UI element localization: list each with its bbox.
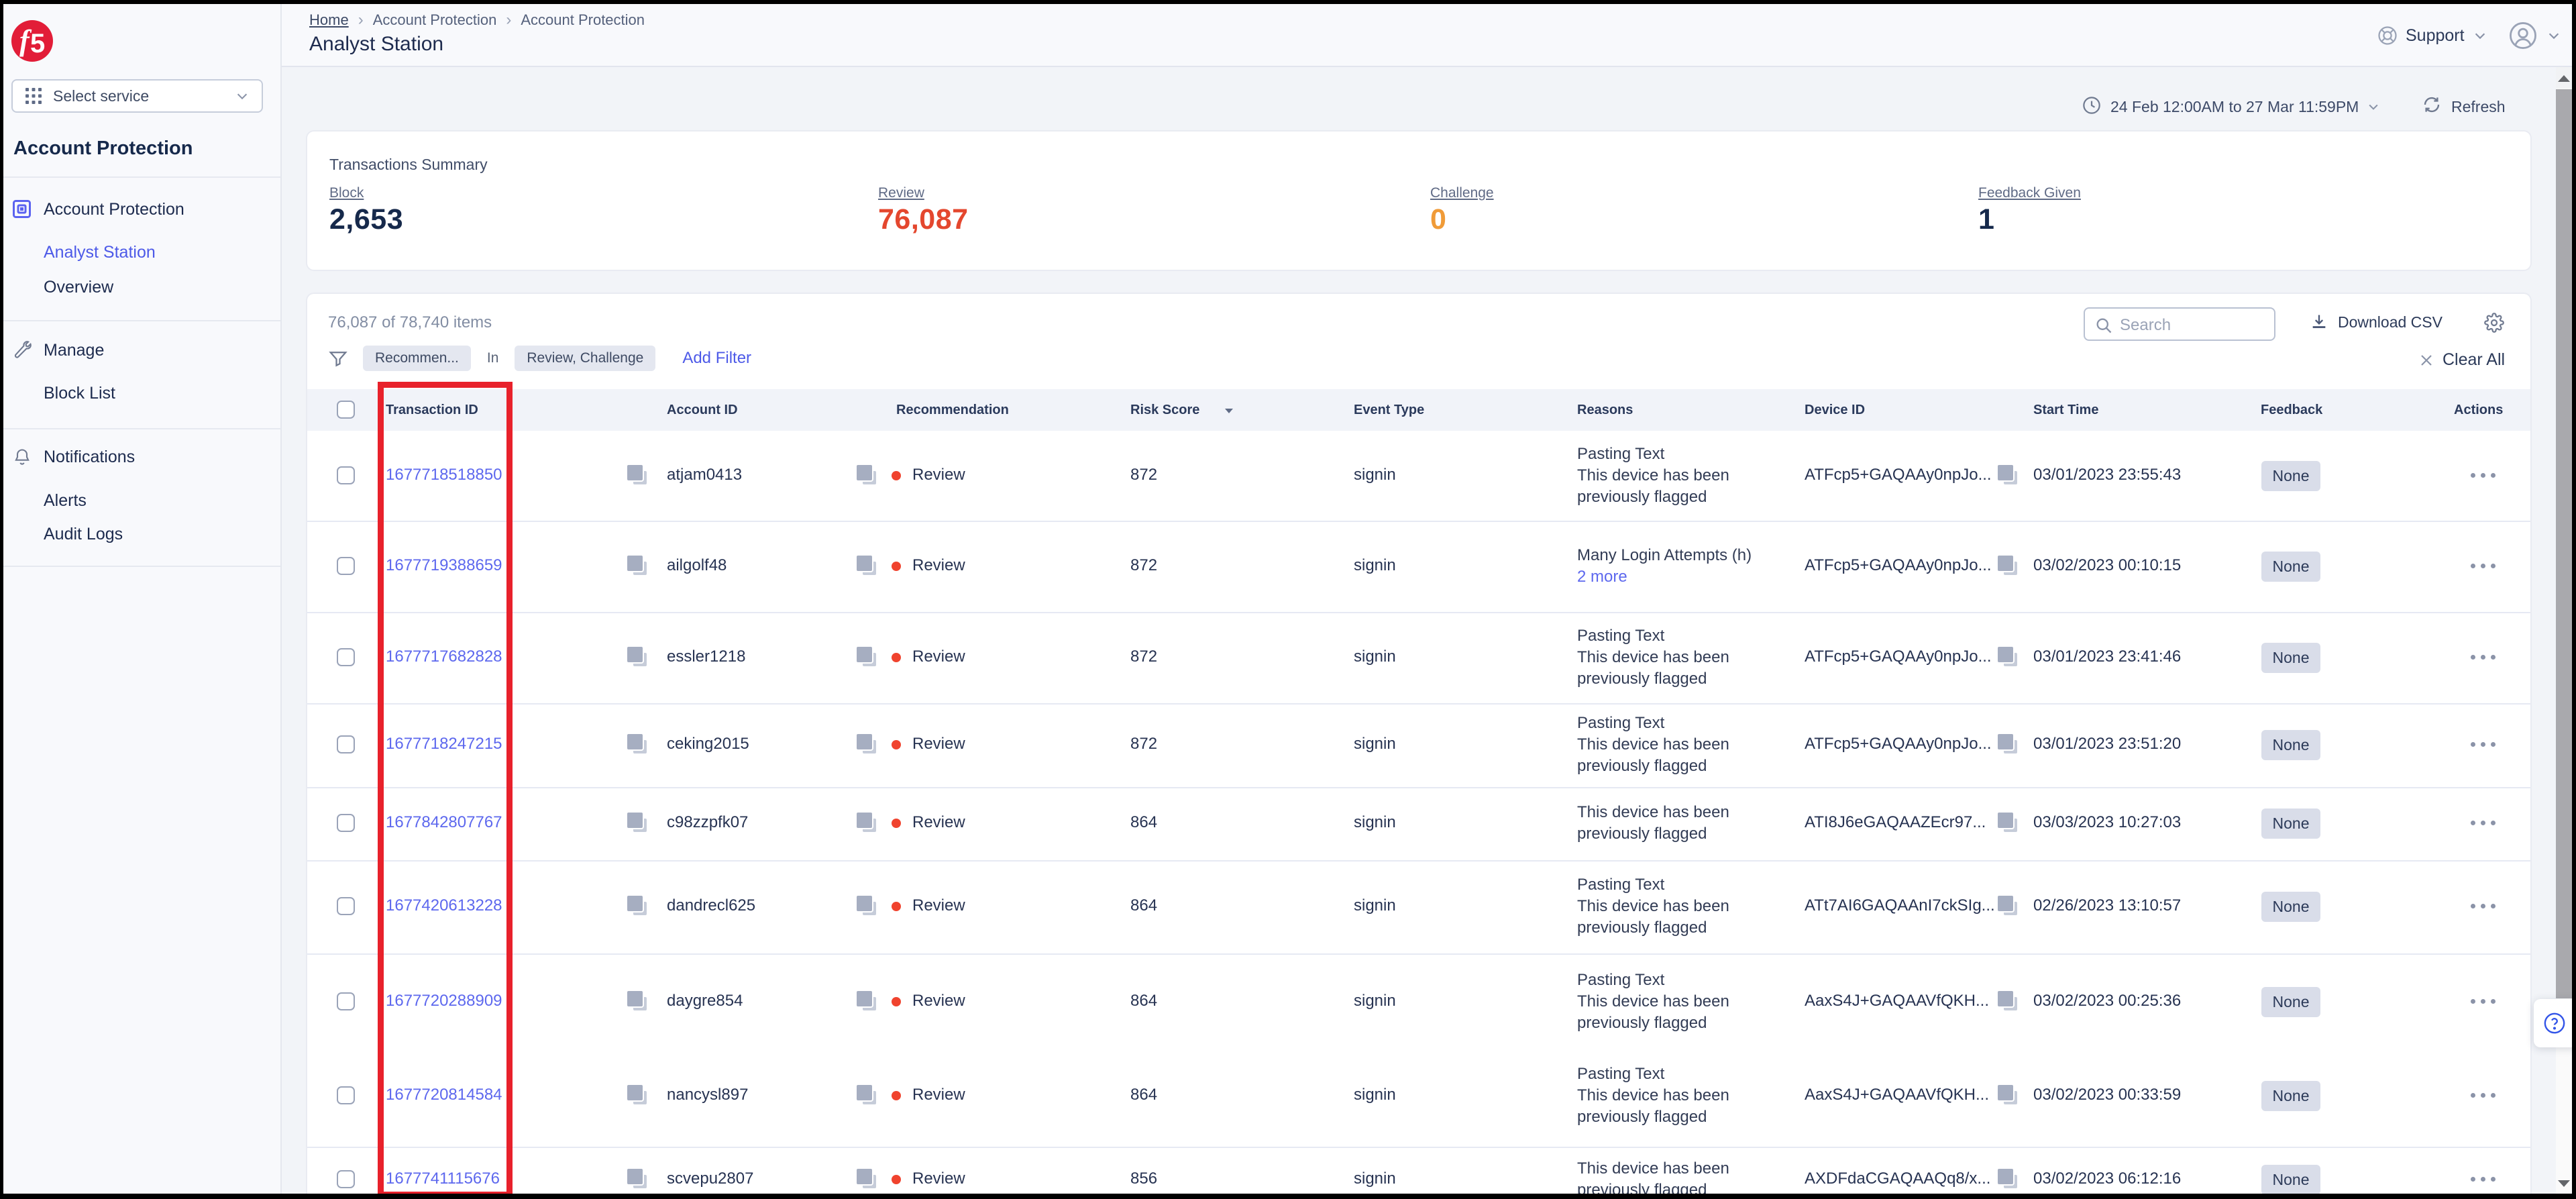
- svg-text:f: f: [19, 24, 32, 57]
- svg-text:5: 5: [30, 29, 45, 58]
